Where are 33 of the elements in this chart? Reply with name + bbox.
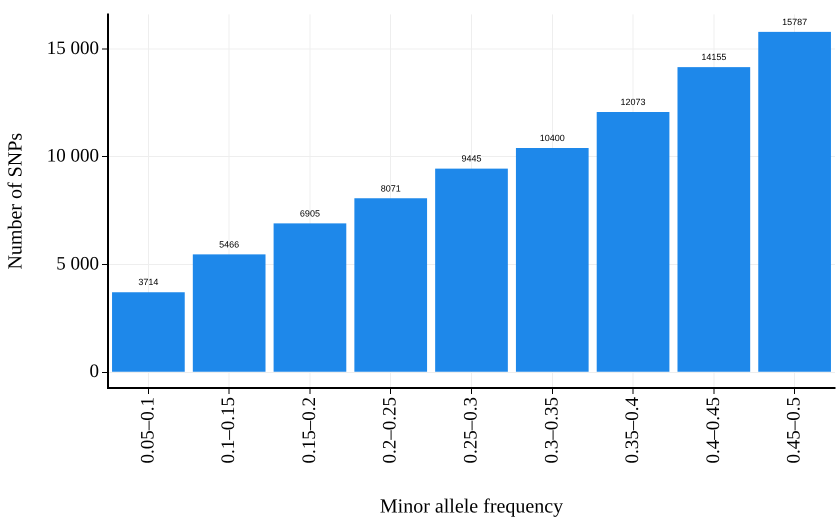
data-label: 8071 [380,183,401,194]
bar [596,112,670,372]
bar [435,168,508,372]
bar [112,292,185,372]
bar [758,32,831,372]
x-tick-label: 0.35–0.4 [622,396,644,464]
y-tick-label: 15 000 [46,38,99,59]
x-tick-label: 0.05–0.1 [137,397,158,464]
x-tick-label: 0.2–0.25 [380,397,401,464]
x-tick-label: 0.1–0.15 [218,397,240,464]
x-tick-label: 0.3–0.35 [541,397,562,464]
x-axis-title: Minor allele frequency [380,495,564,518]
bar [354,198,428,372]
y-tick-label: 5 000 [56,253,99,274]
data-label: 5466 [219,239,240,250]
bar [274,223,346,372]
bar [677,67,750,372]
bar [516,148,589,372]
data-label: 9445 [461,154,482,164]
bar [192,254,266,372]
x-tick-label: 0.45–0.5 [784,397,805,464]
y-tick-label: 10 000 [46,146,99,167]
data-label: 6905 [300,208,320,218]
data-label: 12073 [620,96,646,107]
x-tick-label: 0.25–0.3 [460,397,482,464]
data-label: 15787 [782,16,808,27]
data-label: 14155 [701,52,726,62]
x-tick-label: 0.15–0.2 [298,397,320,464]
data-label: 3714 [138,277,158,288]
y-axis-title: Number of SNPs [4,132,26,270]
y-tick-label: 0 [90,361,99,382]
data-label: 10400 [540,133,565,144]
x-tick-label: 0.4–0.45 [702,397,724,464]
